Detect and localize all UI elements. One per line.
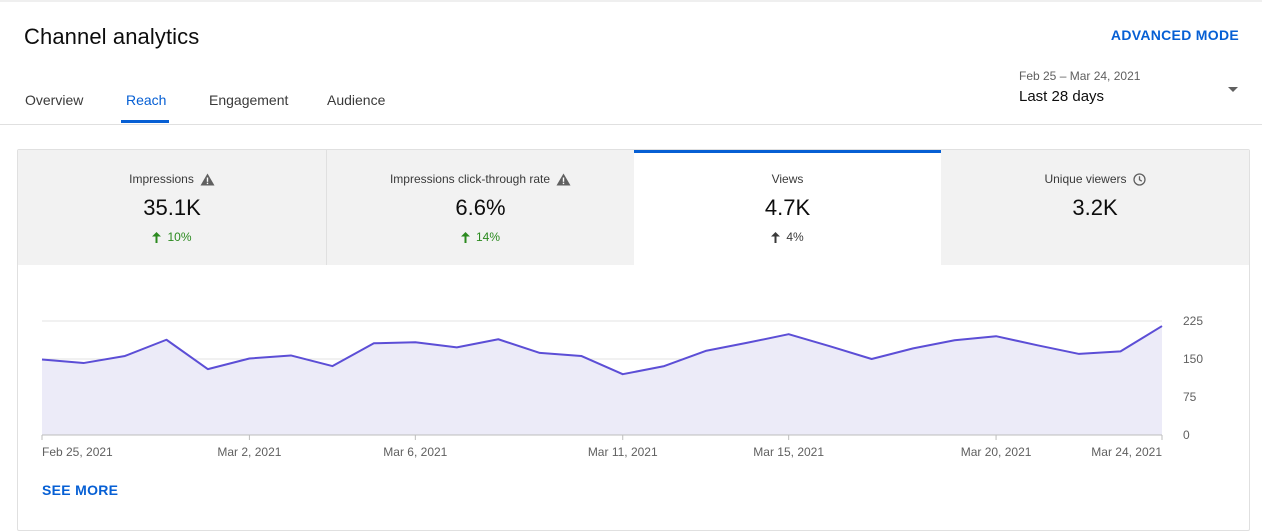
- y-tick-label: 225: [1183, 314, 1203, 328]
- x-tick-label: Feb 25, 2021: [42, 445, 113, 459]
- y-tick-label: 75: [1183, 390, 1197, 404]
- x-tick-label: Mar 2, 2021: [217, 445, 281, 459]
- views-chart: 0 75 150 225 Feb 25, 2021 Mar 2, 2021 Mar 6, 2…: [0, 0, 1262, 514]
- x-tick-label: Mar 11, 2021: [588, 445, 658, 459]
- x-tick-label: Mar 24, 2021: [1091, 445, 1162, 459]
- area-fill: [42, 326, 1162, 435]
- see-more-link[interactable]: SEE MORE: [42, 482, 118, 498]
- x-tick-label: Mar 6, 2021: [383, 445, 447, 459]
- y-tick-label: 0: [1183, 428, 1190, 442]
- y-tick-label: 150: [1183, 352, 1203, 366]
- x-tick-label: Mar 20, 2021: [961, 445, 1032, 459]
- x-tick-label: Mar 15, 2021: [753, 445, 824, 459]
